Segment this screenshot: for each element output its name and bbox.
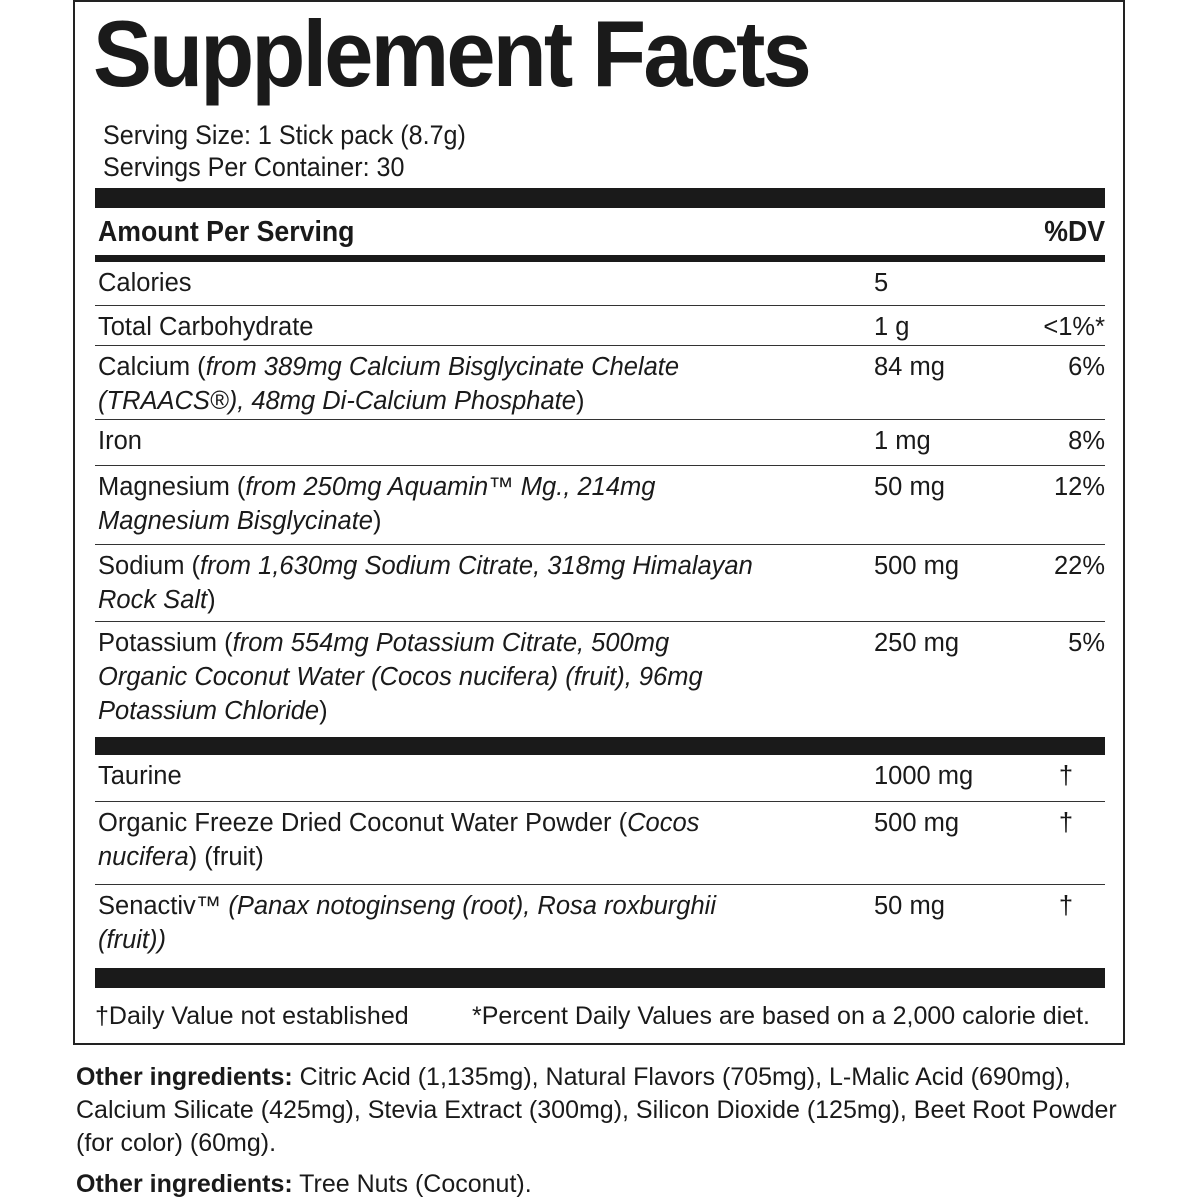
nutrient-source: from 554mg Potassium Citrate, 500mg Orga… [98, 629, 703, 725]
nutrient-amount: 1000 mg [874, 762, 974, 790]
nutrient-amount: 50 mg [874, 892, 945, 920]
nutrient-row: Taurine 1000 mg † [95, 755, 1105, 802]
nutrient-source: (Panax notoginseng (root), Rosa roxburgh… [98, 892, 716, 954]
nutrient-suffix: ) [575, 387, 585, 415]
nutrient-dv: <1%* [1043, 313, 1105, 341]
nutrient-row: Magnesium (from 250mg Aquamin™ Mg., 214m… [95, 466, 1105, 545]
nutrient-source: from 1,630mg Sodium Citrate, 318mg Himal… [98, 552, 753, 614]
nutrient-source: Cocos nucifera [98, 809, 700, 871]
nutrient-label: Iron [98, 427, 142, 455]
nutrient-dv: 12% [1053, 473, 1105, 501]
nutrient-name: Senactiv™ (Panax notoginseng (root), Ros… [98, 889, 758, 957]
nutrient-source: from 250mg Aquamin™ Mg., 214mg Magnesium… [98, 473, 656, 535]
nutrient-row: Organic Freeze Dried Coconut Water Powde… [95, 802, 1105, 885]
other-ingredients-text: Citric Acid (1,135mg), Natural Flavors (… [76, 1063, 1117, 1157]
allergens: Other ingredients: Tree Nuts (Coconut). [76, 1168, 1136, 1201]
nutrient-row: Senactiv™ (Panax notoginseng (root), Ros… [95, 885, 1105, 968]
nutrient-amount: 84 mg [874, 353, 945, 381]
nutrient-label: Calories [98, 269, 192, 297]
nutrient-suffix: ) [372, 507, 382, 535]
nutrient-dv: 5% [1068, 629, 1105, 657]
allergens-label: Other ingredients: [76, 1170, 293, 1198]
serving-size: Serving Size: 1 Stick pack (8.7g) [103, 120, 466, 150]
nutrient-name: Magnesium (from 250mg Aquamin™ Mg., 214m… [98, 470, 758, 538]
nutrient-name: Taurine [98, 759, 758, 793]
nutrient-name: Iron [98, 424, 758, 458]
supplement-facts-panel [73, 0, 1125, 1045]
other-ingredients-label: Other ingredients: [76, 1063, 293, 1091]
footnote-dagger: †Daily Value not established [95, 1002, 409, 1030]
nutrient-amount: 1 g [874, 313, 910, 341]
nutrient-dv: 22% [1053, 552, 1105, 580]
nutrient-label: Senactiv™ [98, 892, 229, 920]
divider-medium [95, 255, 1105, 262]
divider-thick [95, 737, 1105, 755]
nutrient-name: Calcium (from 389mg Calcium Bisglycinate… [98, 350, 758, 418]
nutrient-amount: 50 mg [874, 473, 945, 501]
nutrient-dv: † [1058, 892, 1073, 920]
nutrient-amount: 500 mg [874, 552, 960, 580]
amount-per-serving-header: Amount Per Serving [98, 216, 355, 248]
servings-per-container: Servings Per Container: 30 [103, 152, 405, 182]
nutrient-label: Magnesium ( [98, 473, 246, 501]
nutrient-label: Potassium ( [98, 629, 233, 657]
nutrient-amount: 500 mg [874, 809, 960, 837]
allergens-text: Tree Nuts (Coconut). [292, 1170, 532, 1198]
divider-thick [95, 188, 1105, 208]
footnote-percent: *Percent Daily Values are based on a 2,0… [472, 1002, 1090, 1030]
nutrient-amount: 250 mg [874, 629, 960, 657]
nutrient-name: Organic Freeze Dried Coconut Water Powde… [98, 806, 758, 874]
nutrient-row: Iron 1 mg 8% [95, 420, 1105, 466]
nutrient-amount: 1 mg [874, 427, 931, 455]
nutrient-dv: 6% [1068, 353, 1105, 381]
nutrient-suffix: ) (fruit) [188, 843, 264, 871]
nutrient-row: Potassium (from 554mg Potassium Citrate,… [95, 622, 1105, 737]
nutrient-row: Calories 5 [95, 262, 1105, 306]
nutrient-row: Sodium (from 1,630mg Sodium Citrate, 318… [95, 545, 1105, 622]
nutrient-source: from 389mg Calcium Bisglycinate Chelate … [98, 353, 680, 415]
nutrient-amount: 5 [874, 269, 889, 297]
nutrient-dv: † [1058, 809, 1073, 837]
nutrient-suffix: ) [319, 697, 328, 725]
divider-thick [95, 968, 1105, 988]
nutrient-row: Total Carbohydrate 1 g <1%* [95, 306, 1105, 346]
nutrient-name: Potassium (from 554mg Potassium Citrate,… [98, 626, 758, 728]
other-ingredients: Other ingredients: Citric Acid (1,135mg)… [76, 1061, 1136, 1160]
nutrient-label: Total Carbohydrate [98, 313, 314, 341]
nutrient-row: Calcium (from 389mg Calcium Bisglycinate… [95, 346, 1105, 420]
nutrient-name: Sodium (from 1,630mg Sodium Citrate, 318… [98, 549, 758, 617]
nutrient-dv: † [1058, 762, 1073, 790]
nutrient-label: Taurine [98, 762, 182, 790]
panel-title: Supplement Facts [93, 1, 812, 106]
nutrient-name: Total Carbohydrate [98, 310, 758, 344]
nutrient-name: Calories [98, 266, 758, 300]
dv-header: %DV [1044, 216, 1105, 248]
nutrient-label: Organic Freeze Dried Coconut Water Powde… [98, 809, 628, 837]
nutrient-dv: 8% [1068, 427, 1105, 455]
nutrient-label: Sodium ( [98, 552, 201, 580]
nutrient-suffix: ) [207, 586, 216, 614]
nutrient-label: Calcium ( [98, 353, 206, 381]
